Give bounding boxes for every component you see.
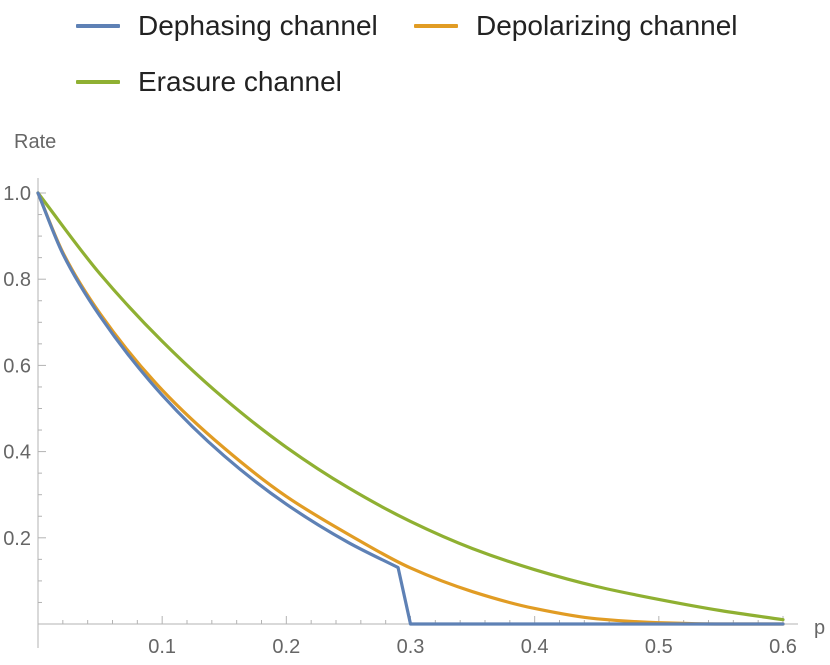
x-tick-label: 0.3 (397, 636, 425, 658)
legend-label-depolarizing: Depolarizing channel (476, 10, 738, 41)
y-tick-label: 1.0 (3, 183, 31, 205)
legend-label-erasure: Erasure channel (138, 66, 342, 97)
legend-swatch-erasure (76, 80, 120, 84)
y-axis-label: Rate (14, 131, 56, 153)
legend-label-dephasing: Dephasing channel (138, 10, 378, 41)
legend-item-erasure[interactable]: Erasure channel (76, 66, 342, 98)
y-tick-label: 0.4 (3, 442, 31, 464)
series-line-erasure (36, 191, 785, 622)
series-line-dephasing (36, 191, 785, 626)
x-axis-label: p (814, 617, 825, 639)
legend: Dephasing channel Depolarizing channel E… (0, 0, 830, 110)
series-line-depolarizing (36, 191, 785, 626)
y-tick-label: 0.2 (3, 528, 31, 550)
x-tick-label: 0.2 (272, 636, 300, 658)
legend-item-dephasing[interactable]: Dephasing channel (76, 10, 378, 42)
legend-item-depolarizing[interactable]: Depolarizing channel (414, 10, 738, 42)
x-tick-label: 0.5 (645, 636, 673, 658)
x-tick-label: 0.6 (769, 636, 797, 658)
y-tick-label: 0.8 (3, 269, 31, 291)
series-layer (36, 191, 785, 626)
legend-swatch-dephasing (76, 24, 120, 28)
x-tick-label: 0.4 (521, 636, 549, 658)
legend-swatch-depolarizing (414, 24, 458, 28)
axes (37, 178, 798, 648)
labels: 0.1 0.2 0.3 0.4 0.5 0.6 0.2 0.4 0.6 0.8 1.0 Rate p (3, 131, 825, 658)
y-tick-label: 0.6 (3, 355, 31, 377)
x-tick-label: 0.1 (148, 636, 176, 658)
